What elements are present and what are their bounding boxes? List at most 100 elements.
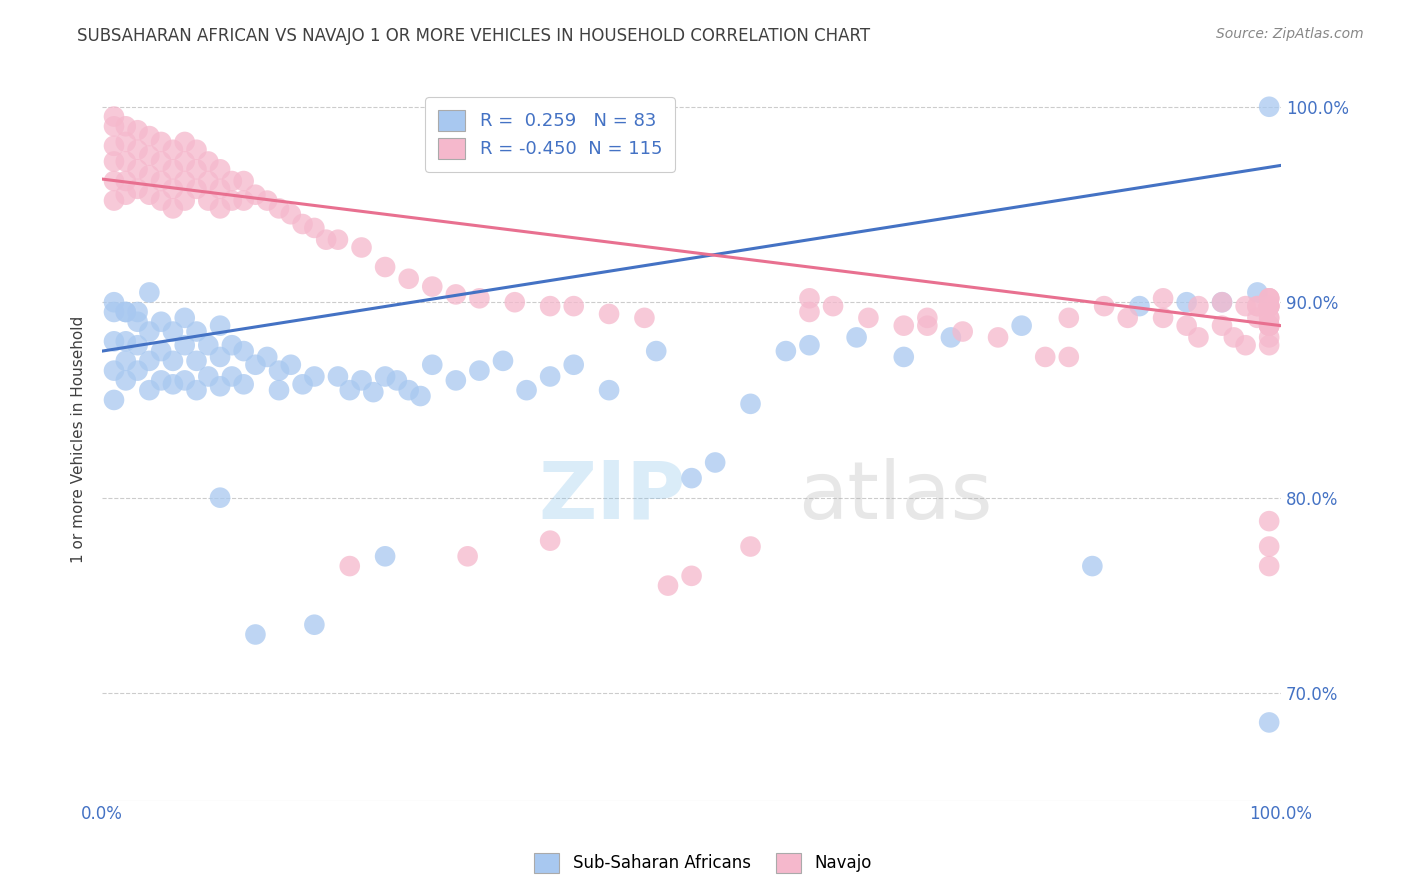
Point — [197, 338, 219, 352]
Point — [150, 344, 173, 359]
Point — [893, 318, 915, 333]
Point — [598, 383, 620, 397]
Point — [598, 307, 620, 321]
Point — [103, 174, 125, 188]
Point — [1234, 299, 1257, 313]
Point — [1258, 540, 1281, 554]
Point — [186, 143, 208, 157]
Point — [221, 338, 243, 352]
Point — [457, 549, 479, 564]
Point — [114, 174, 136, 188]
Point — [304, 221, 326, 235]
Point — [280, 358, 302, 372]
Point — [209, 491, 232, 505]
Point — [256, 350, 278, 364]
Point — [291, 377, 314, 392]
Point — [209, 318, 232, 333]
Point — [1258, 514, 1281, 528]
Y-axis label: 1 or more Vehicles in Household: 1 or more Vehicles in Household — [72, 316, 86, 563]
Point — [1234, 338, 1257, 352]
Point — [1057, 350, 1080, 364]
Point — [1258, 715, 1281, 730]
Point — [162, 354, 184, 368]
Point — [740, 397, 762, 411]
Point — [138, 383, 160, 397]
Point — [127, 123, 149, 137]
Point — [103, 139, 125, 153]
Point — [1033, 350, 1056, 364]
Point — [232, 174, 254, 188]
Point — [150, 154, 173, 169]
Point — [799, 305, 821, 319]
Point — [103, 120, 125, 134]
Point — [952, 325, 974, 339]
Point — [1258, 338, 1281, 352]
Point — [173, 338, 195, 352]
Text: atlas: atlas — [797, 458, 993, 536]
Point — [291, 217, 314, 231]
Point — [1258, 100, 1281, 114]
Point — [1092, 299, 1115, 313]
Point — [267, 202, 290, 216]
Point — [127, 363, 149, 377]
Point — [1258, 291, 1281, 305]
Point — [173, 310, 195, 325]
Point — [197, 174, 219, 188]
Point — [939, 330, 962, 344]
Point — [917, 310, 939, 325]
Point — [350, 240, 373, 254]
Point — [1081, 559, 1104, 574]
Point — [197, 194, 219, 208]
Point — [150, 373, 173, 387]
Point — [103, 295, 125, 310]
Point — [799, 338, 821, 352]
Point — [173, 135, 195, 149]
Point — [1258, 291, 1281, 305]
Point — [1258, 299, 1281, 313]
Point — [363, 385, 385, 400]
Point — [1258, 310, 1281, 325]
Point — [114, 305, 136, 319]
Point — [232, 194, 254, 208]
Point — [775, 344, 797, 359]
Point — [1223, 330, 1246, 344]
Point — [633, 310, 655, 325]
Point — [1152, 310, 1174, 325]
Point — [350, 373, 373, 387]
Point — [1175, 295, 1198, 310]
Point — [103, 154, 125, 169]
Point — [398, 383, 420, 397]
Point — [209, 182, 232, 196]
Point — [326, 233, 349, 247]
Point — [221, 369, 243, 384]
Point — [256, 194, 278, 208]
Point — [114, 354, 136, 368]
Point — [1128, 299, 1150, 313]
Point — [267, 383, 290, 397]
Point — [1258, 299, 1281, 313]
Point — [1211, 318, 1233, 333]
Point — [1258, 291, 1281, 305]
Point — [1246, 299, 1268, 313]
Point — [127, 143, 149, 157]
Point — [339, 559, 361, 574]
Point — [468, 363, 491, 377]
Point — [138, 168, 160, 182]
Point — [173, 194, 195, 208]
Point — [150, 135, 173, 149]
Point — [138, 325, 160, 339]
Point — [1057, 310, 1080, 325]
Point — [1187, 299, 1209, 313]
Point — [127, 305, 149, 319]
Point — [409, 389, 432, 403]
Text: Source: ZipAtlas.com: Source: ZipAtlas.com — [1216, 27, 1364, 41]
Point — [173, 154, 195, 169]
Point — [657, 579, 679, 593]
Point — [1152, 291, 1174, 305]
Point — [1258, 299, 1281, 313]
Point — [173, 373, 195, 387]
Point — [1258, 318, 1281, 333]
Point — [339, 383, 361, 397]
Point — [150, 174, 173, 188]
Point — [138, 285, 160, 300]
